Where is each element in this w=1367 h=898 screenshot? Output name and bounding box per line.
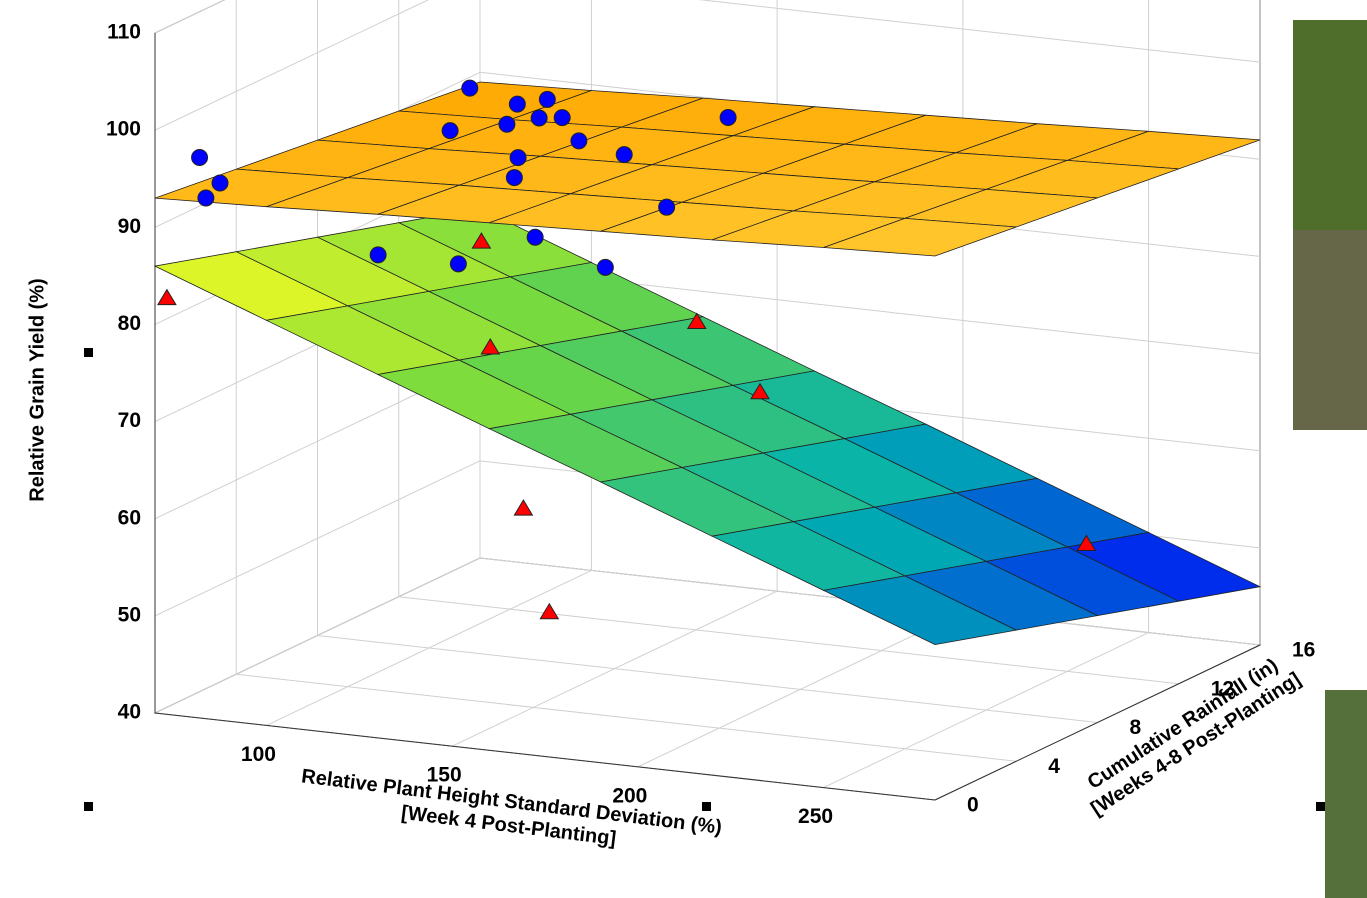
z-tick-label: 90 <box>118 215 141 238</box>
data-point <box>513 499 534 516</box>
x-axis <box>154 712 936 801</box>
photo-soil <box>1293 230 1367 430</box>
x-tick-label: 150 <box>427 764 462 787</box>
marker-square <box>1316 802 1325 811</box>
data-point <box>530 109 548 127</box>
data-point <box>369 246 387 264</box>
data-point <box>441 122 459 140</box>
data-point <box>505 169 523 187</box>
surface-cell <box>823 217 1017 257</box>
y-tick-label: 4 <box>1048 755 1060 778</box>
z-tick-label: 50 <box>118 603 141 626</box>
data-point <box>658 198 676 216</box>
marker-square <box>702 802 711 811</box>
data-point <box>461 79 479 97</box>
y-tick-label: 12 <box>1211 677 1234 700</box>
z-tick-label: 40 <box>118 701 141 724</box>
grid-line <box>154 0 226 34</box>
data-point <box>553 109 571 127</box>
data-point <box>498 115 516 133</box>
data-point <box>1076 534 1097 551</box>
data-point <box>471 232 492 249</box>
data-point <box>526 228 544 246</box>
z-tick-label: 70 <box>118 409 141 432</box>
z-axis-title: Relative Grain Yield (%) <box>26 278 48 501</box>
z-tick-label: 80 <box>118 312 141 335</box>
x-tick-label: 200 <box>612 784 647 807</box>
z-tick-label: 60 <box>118 506 141 529</box>
photo-bottom <box>1325 690 1367 898</box>
y-tick-label: 16 <box>1292 639 1315 662</box>
plot-area <box>153 0 1262 801</box>
grid-line <box>698 0 1261 63</box>
data-point <box>191 148 209 166</box>
z-tick-label: 110 <box>107 21 141 44</box>
surface-cell <box>822 575 1018 646</box>
data-point <box>596 258 614 276</box>
data-point <box>686 312 707 329</box>
data-point <box>197 189 215 207</box>
marker-square <box>84 348 93 357</box>
data-point <box>508 95 526 113</box>
data-point <box>480 338 501 355</box>
x-axis-title: Relative Plant Height Standard Deviation… <box>297 766 723 863</box>
data-point <box>539 602 560 620</box>
grid-line <box>236 673 1017 762</box>
marker-square <box>84 802 93 811</box>
grid-line <box>398 596 1179 685</box>
data-point <box>570 132 588 150</box>
data-point <box>509 149 527 167</box>
data-point <box>211 174 229 192</box>
data-point <box>615 146 633 164</box>
y-tick-label: 0 <box>967 794 979 817</box>
grid-line <box>317 635 1098 723</box>
data-point <box>449 255 467 273</box>
data-point <box>750 382 770 400</box>
data-point <box>719 108 737 126</box>
x-tick-label: 100 <box>241 743 276 766</box>
data-point <box>538 90 556 108</box>
data-point <box>157 288 177 306</box>
y-tick-label: 8 <box>1130 716 1142 739</box>
x-tick-label: 250 <box>798 805 833 828</box>
z-tick-label: 100 <box>106 118 141 141</box>
y-axis <box>934 644 1261 801</box>
